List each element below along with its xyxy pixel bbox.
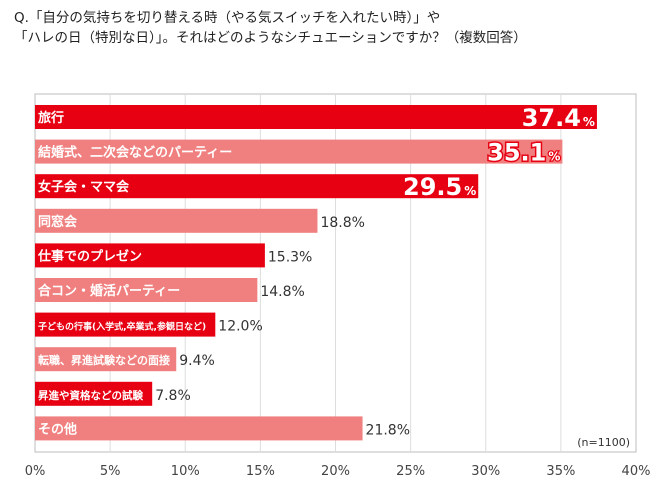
bar-value-percent: % [583, 115, 595, 129]
x-tick-label: 30% [471, 464, 500, 479]
bar-category-label: 合コン・婚活パーティー [38, 283, 180, 299]
x-tick-label: 40% [622, 464, 651, 479]
bar [35, 139, 563, 164]
question-line-2: 「ハレの日（特別な日）」。それはどのようなシチュエーションですか？（複数回答） [14, 30, 527, 46]
sample-size-note: (n=1100) [577, 436, 630, 449]
bar-row: 仕事でのプレゼン 15.3% [35, 243, 312, 268]
bar [35, 381, 153, 406]
bar-value-label: 18.8% [320, 215, 364, 231]
x-tick-label: 15% [246, 464, 275, 479]
bar-category-label: 昇進や資格などの試験 [38, 389, 143, 402]
bar [35, 208, 318, 233]
bar [35, 416, 363, 441]
x-tick-label: 25% [396, 464, 425, 479]
bar-category-label: 結婚式、二次会などのパーティー [38, 145, 232, 161]
bars: 旅行 37.4 % 結婚式、二次会などのパーティー 35.1 % 女子会・ママ会 29.5 % 同… [35, 103, 597, 441]
bar-value-label: 29.5 [403, 173, 462, 201]
bar-category-label: 子どもの行事(入学式,卒業式,参観日など) [38, 321, 206, 333]
bar-value-label: 7.8% [155, 388, 191, 404]
bar [35, 278, 258, 302]
bar-row: その他 21.8% [35, 416, 410, 441]
bar-row: 同窓会 18.8% [35, 208, 365, 233]
bar-category-label: 転職、昇進試験などの面接 [38, 353, 170, 367]
bar-value-label: 15.3% [268, 249, 312, 265]
x-axis-ticks: 0% 5% 10% 15% 20% 25% 30% 35% 40% [25, 464, 651, 479]
x-tick-label: 35% [546, 464, 575, 479]
bar-row: 昇進や資格などの試験 7.8% [35, 381, 191, 406]
bar-value-label: 9.4% [179, 353, 215, 369]
bar-value-label: 14.8% [260, 284, 304, 300]
bar-row: 転職、昇進試験などの面接 9.4% [35, 347, 215, 372]
bar-row: 旅行 37.4% [35, 103, 597, 134]
bar-category-label: 女子会・ママ会 [38, 179, 130, 195]
bar-value-label: 37.4 [522, 104, 581, 132]
question-text: Q.「自分の気持ちを切り替える時（やる気スイッチを入れたい時）」や 「ハレの日（… [14, 8, 664, 48]
bar-row: 合コン・婚活パーティー 14.8% [35, 278, 305, 302]
bar [35, 105, 597, 129]
bar-category-label: その他 [38, 421, 77, 437]
x-tick-label: 20% [321, 464, 350, 479]
bar-row: 女子会・ママ会 29.5% [35, 172, 479, 203]
bar-category-label: 同窓会 [38, 214, 78, 230]
bar-value-label: 35.1 [487, 139, 546, 167]
bar-value-label: 12.0% [218, 319, 262, 335]
bar-category-label: 仕事でのプレゼン [37, 248, 142, 264]
bar [35, 243, 265, 268]
bar-category-label: 旅行 [38, 110, 64, 126]
x-tick-label: 0% [25, 464, 46, 479]
bar [35, 347, 177, 372]
bar-row: 結婚式、二次会などのパーティー 35.1% [35, 137, 563, 168]
bar [35, 174, 479, 199]
x-tick-label: 10% [171, 464, 200, 479]
bar-row: 子どもの行事(入学式,卒業式,参観日など) 12.0% [35, 312, 263, 337]
bar [35, 312, 216, 337]
question-line-1: Q.「自分の気持ちを切り替える時（やる気スイッチを入れたい時）」や [14, 10, 441, 26]
bar-value-label: 21.8% [366, 422, 410, 438]
bar-value-percent: % [548, 150, 560, 164]
bar-value-percent: % [464, 184, 476, 198]
x-tick-label: 5% [100, 464, 121, 479]
